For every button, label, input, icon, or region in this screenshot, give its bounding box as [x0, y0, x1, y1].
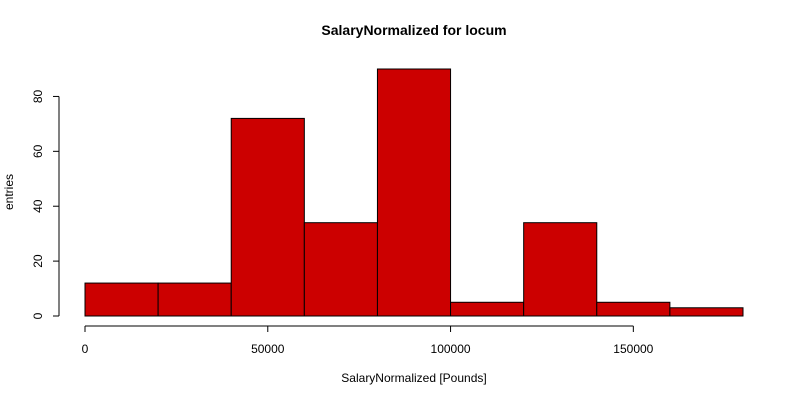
histogram-bar	[84, 282, 159, 317]
x-axis: 0 50000 100000 150000	[82, 325, 654, 356]
y-tick-label: 60	[31, 144, 45, 158]
x-tick-label: 150000	[613, 342, 653, 356]
histogram-bar	[303, 222, 378, 317]
x-tick-label: 50000	[251, 342, 285, 356]
histogram-bar	[450, 301, 525, 317]
y-axis: 0 20 40 60 80	[31, 89, 60, 319]
x-tick-label: 0	[82, 342, 89, 356]
chart-title: SalaryNormalized for locum	[321, 22, 506, 38]
histogram-bar	[376, 68, 452, 317]
bars-group	[84, 68, 744, 317]
x-tick-label: 100000	[431, 342, 471, 356]
y-tick-label: 80	[31, 89, 45, 103]
y-tick-label: 40	[31, 199, 45, 213]
y-tick-label: 20	[31, 254, 45, 268]
histogram-bar	[669, 307, 744, 317]
histogram-bar	[596, 301, 671, 317]
histogram-bar	[230, 117, 305, 317]
histogram-bar	[157, 282, 232, 317]
y-axis-label: entries	[2, 174, 16, 210]
y-tick-label: 0	[31, 312, 45, 319]
x-axis-label: SalaryNormalized [Pounds]	[341, 371, 486, 385]
histogram-bar	[523, 222, 598, 317]
